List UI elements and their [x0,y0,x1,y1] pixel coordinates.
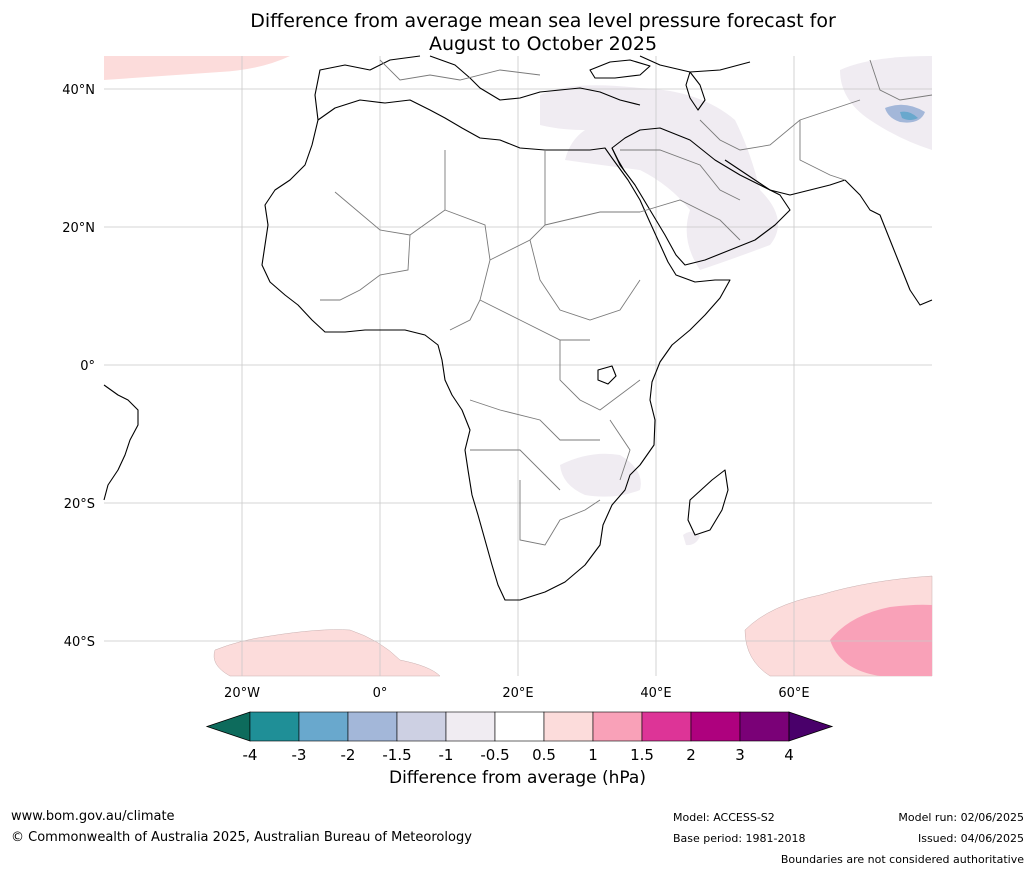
colorbar-tick-label: 4 [784,746,794,764]
map-area [103,55,933,677]
arabia-coastline [611,127,791,266]
colorbar-tick-label: -2 [341,746,356,764]
colorbar-tick-label: 1 [588,746,598,764]
colorbar-segment [347,711,398,742]
madagascar-coastline [687,469,729,536]
colorbar-tick-label: -4 [243,746,258,764]
latitude-labels: 40°N 20°N 0° 20°S 40°S [62,83,95,650]
colorbar-tick-label: 2 [686,746,696,764]
lat-label-20s: 20°S [64,497,95,512]
colorbar-tick-label: -3 [292,746,307,764]
lat-label-eq: 0° [80,359,95,374]
footer-disclaimer: Boundaries are not considered authoritat… [780,853,1024,866]
negative-anomaly-himalaya-core [900,111,918,120]
lake-victoria [597,365,617,385]
footer-url[interactable]: www.bom.gov.au/climate [11,809,175,824]
lon-label-0: 0° [373,686,388,701]
colorbar-tick-label: 1.5 [630,746,654,764]
title-line-2: August to October 2025 [428,33,658,55]
lat-label-20n: 20°N [62,221,95,236]
colorbar-tick-label: 3 [735,746,745,764]
footer-issued: Issued: 04/06/2025 [917,832,1024,845]
colorbar-extend-low [205,711,251,742]
south-america-coastline [103,384,139,501]
colorbar-segment [543,711,594,742]
colorbar-tick-label: -0.5 [480,746,509,764]
colorbar-tick-label: -1.5 [382,746,411,764]
colorbar-segment [641,711,692,742]
longitude-labels: 20°W 0° 20°E 40°E 60°E [224,686,810,701]
colorbar-segment [592,711,643,742]
strong-positive-anomaly-south-indian-ocean [830,604,932,676]
lon-label-20e: 20°E [502,686,533,701]
colorbar-segment [690,711,741,742]
india-coastline [844,179,933,306]
country-borders [320,59,933,546]
footer-base-period: Base period: 1981-2018 [673,832,806,845]
lat-label-40n: 40°N [62,83,95,98]
lon-label-20w: 20°W [224,686,260,701]
colorbar-tick-label: -1 [439,746,454,764]
colorbar-tick-label: 0.5 [532,746,556,764]
graticule [104,56,932,676]
colorbar-segment [739,711,790,742]
persian-gulf-coastline [724,159,846,196]
colorbar-segment [396,711,447,742]
colorbar-title: Difference from average (hPa) [389,768,646,788]
africa-coastline [261,99,731,601]
footer-model-run: Model run: 02/06/2025 [898,811,1024,824]
colorbar-segment [249,711,300,742]
lat-label-40s: 40°S [64,635,95,650]
footer-copyright: © Commonwealth of Australia 2025, Austra… [11,830,472,845]
negative-anomaly-middle-east [540,85,778,270]
title-line-1: Difference from average mean sea level p… [250,10,836,32]
colorbar-segment [445,711,496,742]
negative-anomaly-central-asia [840,56,932,150]
coastlines [103,55,933,601]
anomaly-shading [104,56,933,677]
lon-label-60e: 60°E [778,686,809,701]
negative-anomaly-southern-africa [560,453,641,497]
black-sea-caspian [589,59,706,111]
positive-anomaly-north-atlantic [104,56,290,80]
colorbar-segment [298,711,349,742]
colorbar: -4 -3 -2 -1.5 -1 -0.5 0.5 1 1.5 2 3 4 [205,711,834,764]
red-sea-gulf [611,147,626,173]
footer-model: Model: ACCESS-S2 [673,811,775,824]
map-title: Difference from average mean sea level p… [104,10,982,56]
lon-label-40e: 40°E [640,686,671,701]
colorbar-extend-high [788,711,834,742]
colorbar-segment [494,711,545,742]
